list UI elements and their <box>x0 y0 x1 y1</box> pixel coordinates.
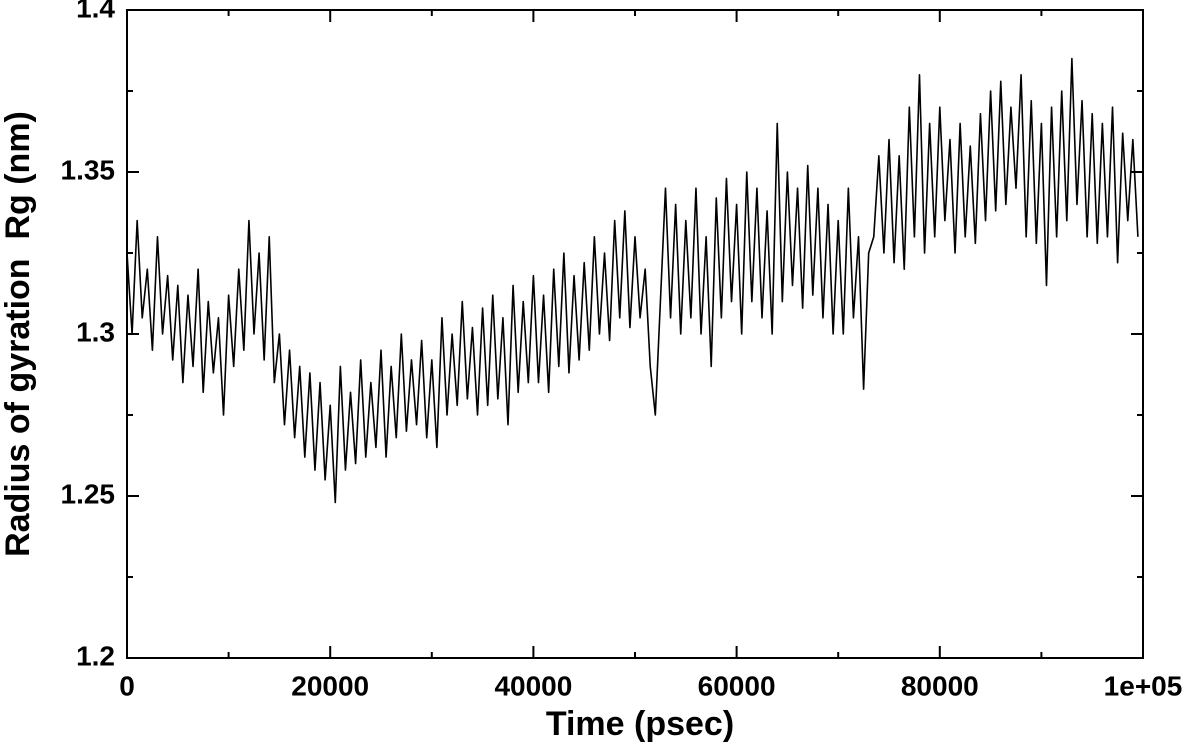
y-tick-label: 1.4 <box>76 0 115 23</box>
x-tick-label: 0 <box>119 670 135 701</box>
y-axis-label: Radius of gyration Rg (nm) <box>0 111 37 557</box>
y-tick-label: 1.25 <box>61 478 116 509</box>
x-tick-label: 1e+05 <box>1104 670 1183 701</box>
x-tick-label: 60000 <box>698 670 776 701</box>
y-tick-label: 1.35 <box>61 154 116 185</box>
x-axis-label: Time (psec) <box>546 705 734 743</box>
y-tick-label: 1.3 <box>76 316 115 347</box>
x-tick-label: 20000 <box>291 670 369 701</box>
y-tick-label: 1.2 <box>76 640 115 671</box>
x-tick-label: 40000 <box>494 670 572 701</box>
data-line <box>126 57 1139 504</box>
x-tick-label: 80000 <box>901 670 979 701</box>
